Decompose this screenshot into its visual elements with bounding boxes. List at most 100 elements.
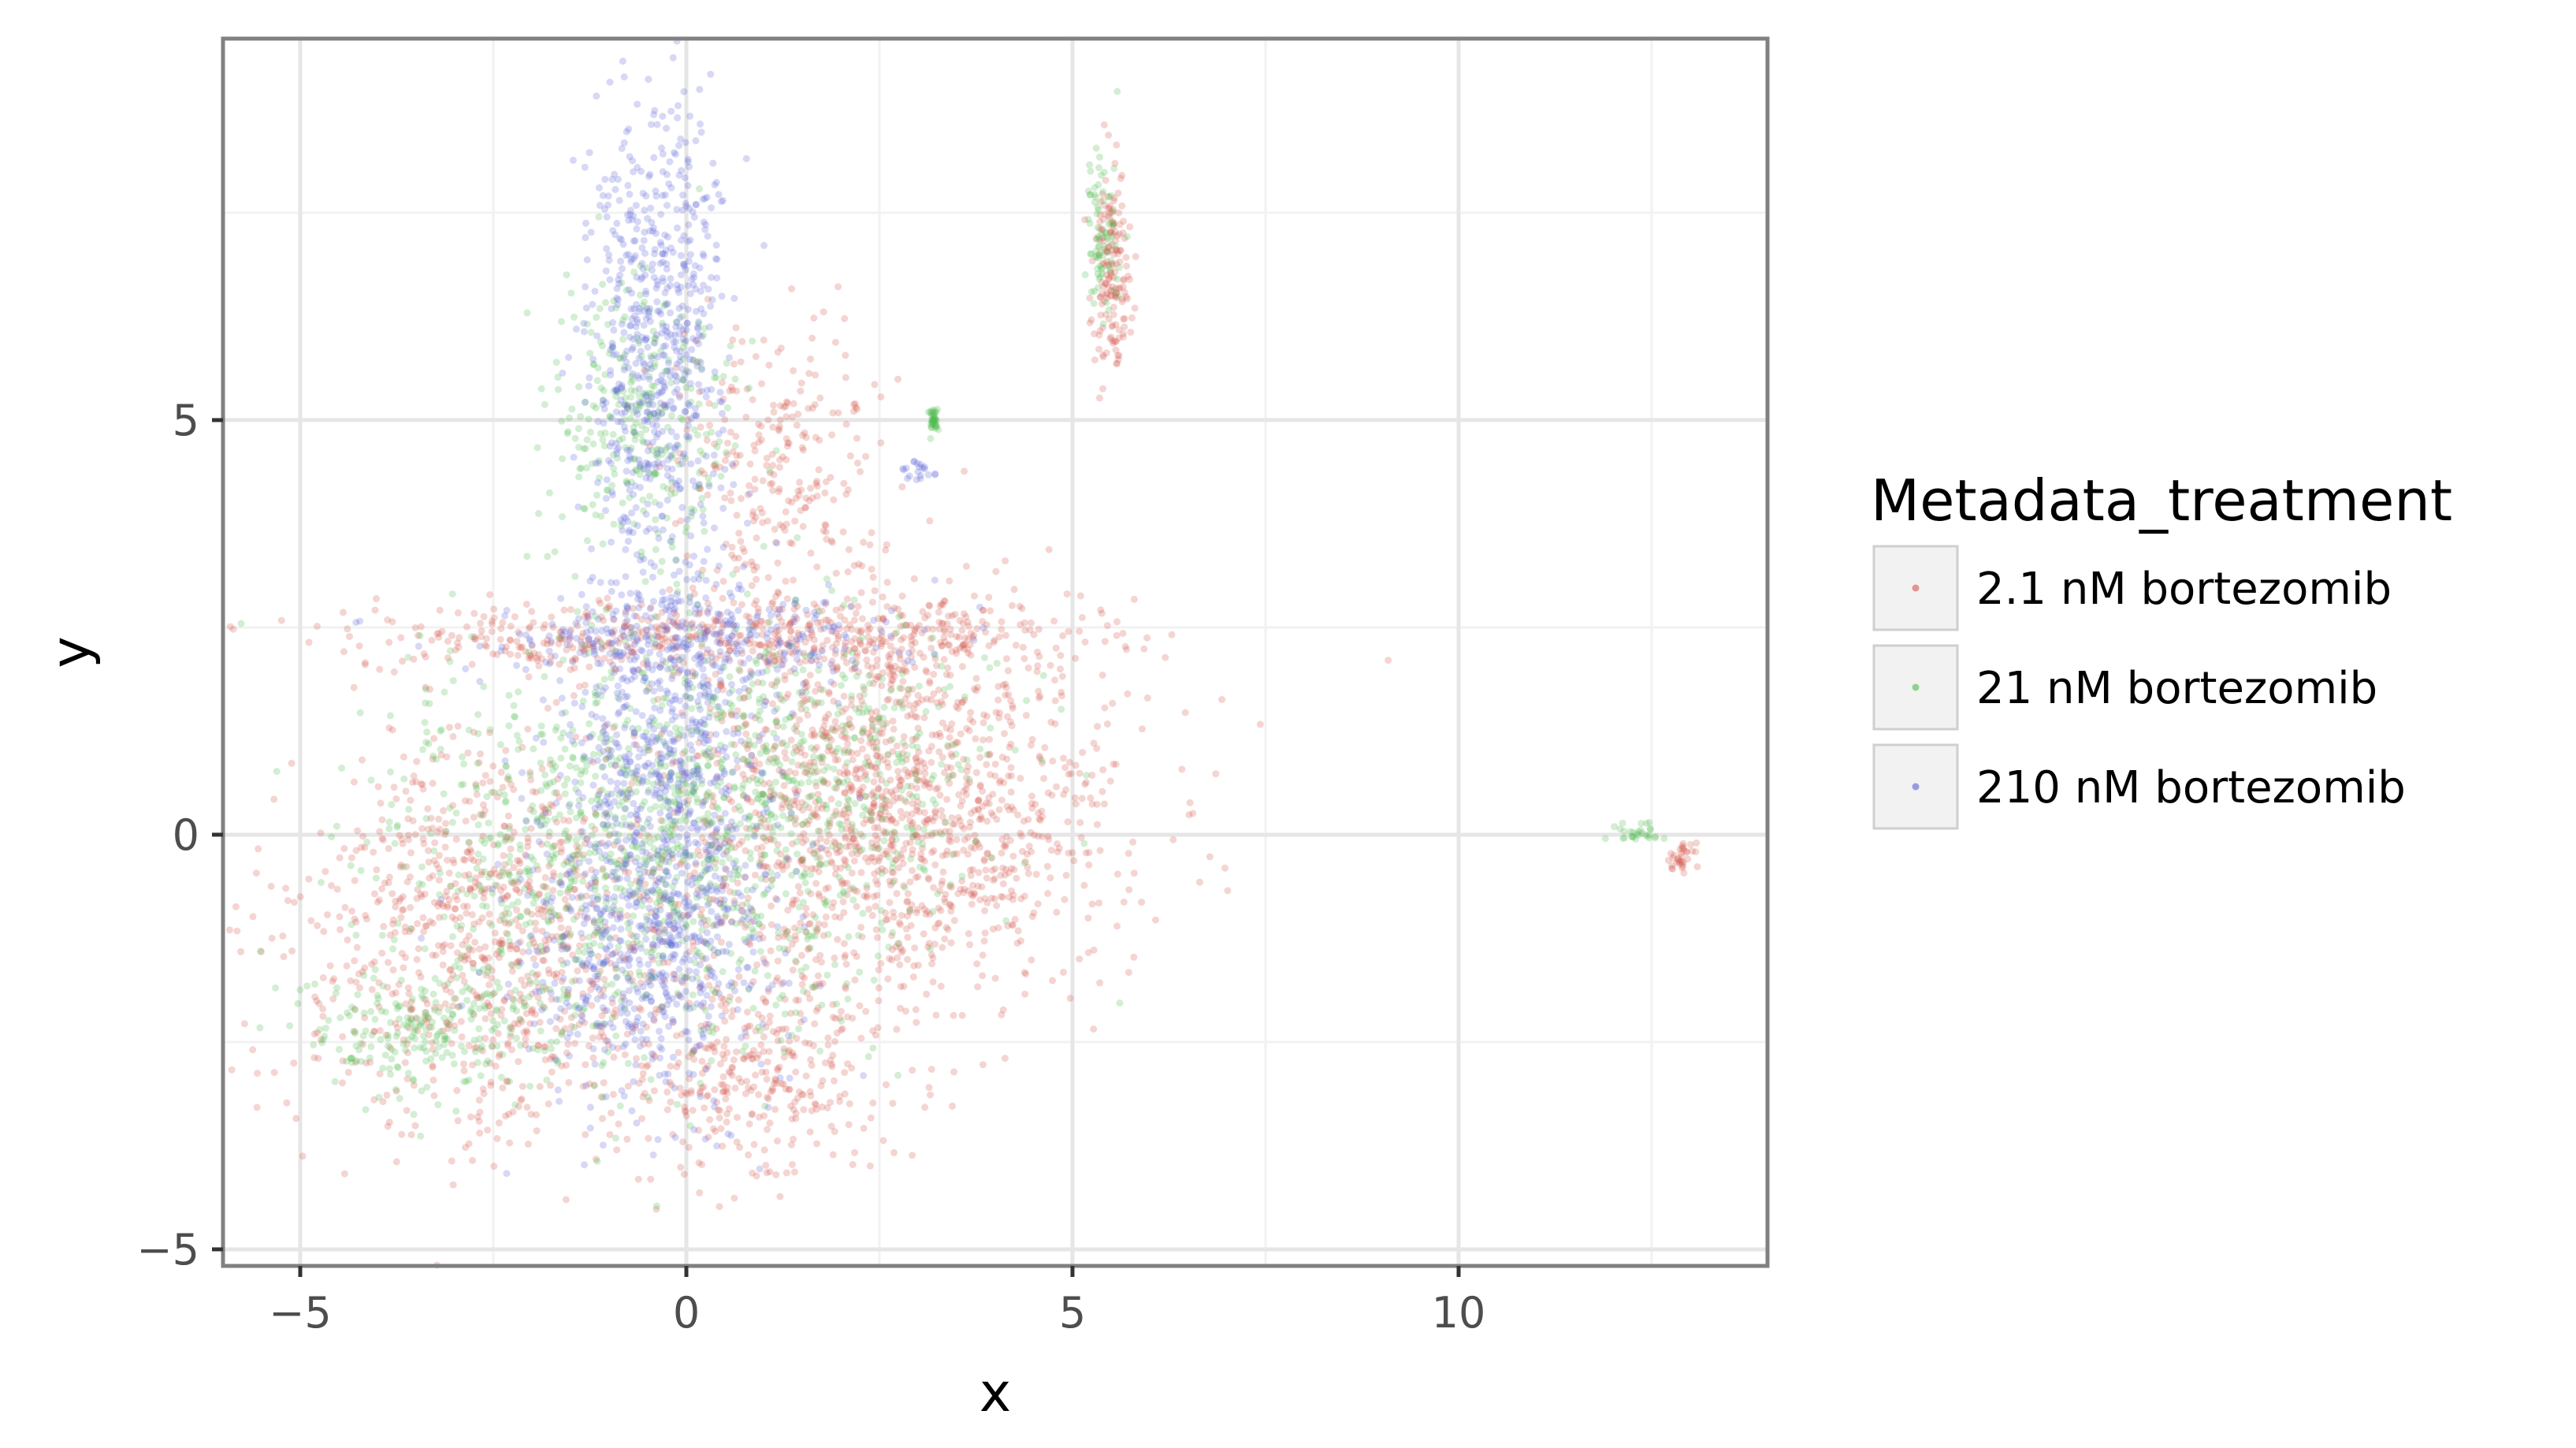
data-point bbox=[897, 851, 905, 858]
data-point bbox=[709, 791, 717, 799]
data-point bbox=[897, 921, 904, 929]
data-point bbox=[813, 478, 821, 486]
data-point bbox=[517, 1041, 525, 1049]
data-point bbox=[418, 825, 426, 832]
data-point bbox=[461, 797, 469, 805]
data-point bbox=[904, 782, 912, 790]
data-point bbox=[858, 846, 866, 854]
data-point bbox=[908, 901, 916, 909]
data-point bbox=[831, 1077, 838, 1085]
data-point bbox=[718, 919, 725, 927]
data-point bbox=[669, 854, 677, 862]
data-point bbox=[928, 829, 936, 837]
data-point bbox=[1004, 922, 1012, 930]
data-point bbox=[866, 732, 874, 740]
data-point bbox=[1060, 791, 1068, 798]
data-point bbox=[969, 718, 977, 726]
data-point bbox=[436, 825, 444, 833]
data-point bbox=[544, 704, 552, 712]
data-point bbox=[795, 1025, 802, 1033]
data-point bbox=[1028, 792, 1035, 800]
data-point bbox=[383, 1091, 391, 1099]
data-point bbox=[878, 869, 886, 877]
data-point bbox=[779, 739, 787, 746]
data-point bbox=[719, 882, 727, 890]
data-point bbox=[966, 941, 973, 948]
data-point bbox=[828, 903, 836, 911]
data-point bbox=[1028, 799, 1035, 807]
data-point bbox=[237, 947, 244, 955]
data-point bbox=[1028, 735, 1036, 743]
data-point bbox=[352, 931, 360, 939]
data-point bbox=[656, 780, 664, 787]
data-point bbox=[753, 1054, 761, 1062]
data-point bbox=[392, 1158, 400, 1166]
data-point bbox=[835, 744, 842, 752]
data-point bbox=[953, 850, 961, 858]
data-point bbox=[781, 676, 789, 683]
data-point bbox=[832, 845, 840, 853]
data-point bbox=[647, 1175, 655, 1183]
data-point bbox=[948, 814, 956, 821]
data-point bbox=[832, 640, 840, 648]
data-point bbox=[627, 931, 635, 939]
data-point bbox=[943, 795, 951, 803]
data-point bbox=[571, 1023, 578, 1031]
data-point bbox=[1039, 759, 1046, 767]
data-point bbox=[760, 891, 768, 899]
data-point bbox=[935, 619, 943, 626]
data-point bbox=[489, 1036, 496, 1044]
data-point bbox=[841, 315, 849, 322]
data-point bbox=[283, 1099, 291, 1107]
data-point bbox=[996, 709, 1004, 717]
data-point bbox=[921, 1104, 929, 1111]
data-point bbox=[458, 1033, 466, 1040]
data-point bbox=[874, 952, 882, 960]
data-point bbox=[841, 789, 849, 797]
data-point bbox=[757, 855, 765, 863]
data-point bbox=[391, 839, 399, 847]
data-point bbox=[434, 903, 442, 910]
data-point bbox=[1067, 770, 1075, 777]
data-point bbox=[846, 621, 853, 629]
data-point bbox=[582, 1130, 589, 1138]
data-point bbox=[801, 751, 809, 759]
data-point bbox=[792, 1009, 800, 1017]
data-point bbox=[547, 801, 555, 808]
data-point bbox=[878, 815, 886, 823]
data-point bbox=[630, 732, 638, 740]
data-point bbox=[783, 595, 791, 603]
data-point bbox=[746, 825, 753, 832]
data-point bbox=[357, 866, 365, 874]
data-point bbox=[602, 810, 610, 817]
data-point bbox=[1218, 696, 1226, 703]
data-point bbox=[810, 984, 818, 992]
data-point bbox=[879, 730, 886, 738]
data-point bbox=[979, 802, 987, 810]
data-point bbox=[738, 337, 746, 345]
data-point bbox=[831, 756, 839, 764]
data-point bbox=[890, 725, 898, 733]
data-point bbox=[841, 1090, 849, 1098]
data-point bbox=[985, 751, 993, 759]
data-point bbox=[817, 1082, 825, 1089]
data-point bbox=[732, 324, 740, 332]
data-point bbox=[853, 750, 861, 758]
data-point bbox=[898, 670, 906, 678]
data-point bbox=[873, 738, 881, 746]
data-point bbox=[735, 840, 743, 848]
data-point bbox=[730, 1056, 738, 1064]
data-point bbox=[868, 854, 875, 862]
data-point bbox=[942, 671, 950, 679]
data-point bbox=[879, 724, 887, 732]
data-point bbox=[861, 892, 868, 900]
data-point bbox=[805, 778, 813, 786]
data-point bbox=[796, 889, 804, 897]
data-point bbox=[801, 974, 808, 982]
data-point bbox=[763, 824, 771, 832]
data-point bbox=[768, 828, 776, 836]
data-point bbox=[779, 1080, 787, 1088]
data-point bbox=[367, 776, 375, 784]
data-point bbox=[830, 750, 838, 758]
data-point bbox=[781, 672, 789, 679]
